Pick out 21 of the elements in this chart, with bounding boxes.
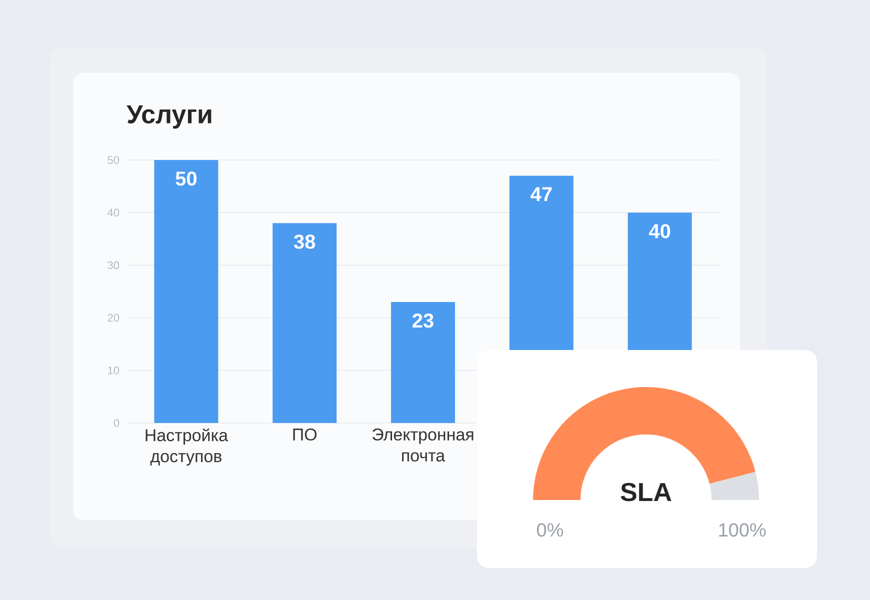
text: 0% [536,523,564,537]
bar [272,223,337,423]
y-tick-label: 0 [114,419,120,427]
y-tick-label: 10 [108,366,120,374]
data-label: 50 [176,172,197,186]
bar [391,302,456,423]
chart-title: Услуги [126,105,212,129]
y-tick-label: 50 [108,156,120,164]
x-tick-label: ПО [293,428,317,441]
y-tick-label: 30 [108,261,120,270]
text: SLA [620,482,672,502]
text: 100% [719,523,766,537]
x-tick-label: Настройка доступов [146,428,228,466]
data-label: 47 [530,187,552,202]
data-label: 38 [294,234,316,249]
x-tick-label: Электронная почта [372,428,474,462]
data-label: 40 [648,224,670,238]
y-tick-label: 40 [108,208,120,216]
y-tick-label: 20 [108,314,120,322]
data-label: 23 [412,314,434,328]
bar [154,160,218,423]
